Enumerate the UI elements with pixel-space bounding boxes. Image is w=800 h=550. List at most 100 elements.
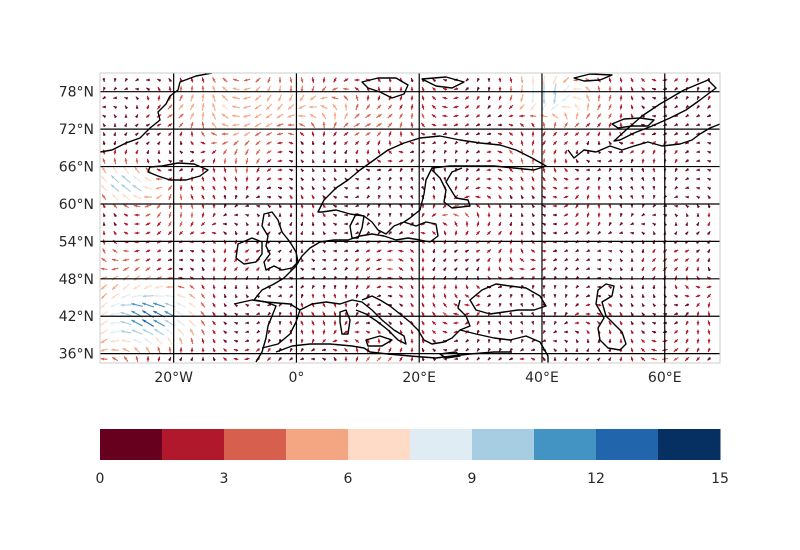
wind-arrow (333, 329, 337, 335)
wind-arrow (475, 249, 481, 253)
wind-arrow (564, 330, 568, 334)
wind-arrow (552, 204, 558, 208)
wind-arrow (608, 221, 612, 227)
wind-arrow (234, 321, 239, 325)
wind-arrow (277, 258, 282, 263)
wind-arrow (355, 149, 359, 155)
wind-arrow (153, 294, 165, 298)
wind-arrow (431, 230, 437, 236)
wind-arrow (398, 294, 404, 298)
wind-arrow (685, 195, 689, 199)
wind-arrow (563, 177, 569, 181)
wind-arrow (431, 113, 437, 119)
wind-arrow (574, 312, 580, 316)
wind-arrow (608, 185, 612, 191)
wind-arrow (145, 123, 151, 127)
wind-arrow (696, 141, 700, 145)
wind-arrow (619, 104, 623, 110)
wind-arrow (531, 330, 535, 334)
wind-arrow (509, 303, 513, 307)
wind-arrow (300, 329, 304, 335)
wind-arrow (300, 293, 304, 299)
wind-arrow (254, 104, 262, 110)
wind-arrow (153, 328, 165, 336)
latitude-tick-label: 72°N (59, 122, 94, 138)
wind-arrow (674, 122, 679, 127)
wind-arrow (179, 168, 183, 172)
wind-arrow (102, 222, 106, 226)
wind-arrow (311, 140, 315, 146)
wind-arrow (552, 131, 558, 137)
wind-arrow (265, 132, 273, 136)
wind-arrow (177, 285, 185, 289)
wind-arrow (421, 186, 425, 190)
wind-arrow (234, 330, 239, 334)
wind-arrow (541, 267, 547, 271)
wind-arrow (278, 285, 283, 289)
longitude-tick-label: 20°E (402, 370, 436, 386)
wind-arrow (190, 258, 194, 262)
wind-arrow (344, 302, 348, 308)
wind-arrow (432, 257, 436, 263)
longitude-tick-labels: 20°W 0° 20°E 40°E 60°E (154, 370, 681, 386)
wind-arrow (530, 267, 536, 271)
wind-arrow (464, 267, 469, 272)
wind-arrow (100, 357, 108, 361)
wind-arrow (245, 285, 249, 289)
wind-arrow (531, 213, 536, 218)
wind-arrow (234, 312, 239, 317)
wind-arrow (102, 105, 106, 109)
wind-arrow (563, 222, 569, 226)
wind-arrow (200, 221, 206, 227)
wind-arrow (487, 321, 491, 325)
wind-arrow (487, 257, 491, 263)
wind-arrow (552, 249, 558, 253)
wind-arrow (442, 96, 448, 100)
wind-arrow (387, 104, 393, 110)
wind-arrow (200, 131, 206, 137)
wind-arrow (399, 131, 403, 137)
wind-arrow (245, 185, 249, 191)
wind-arrow (695, 294, 701, 298)
wind-arrow (111, 283, 119, 291)
wind-arrow (133, 204, 141, 208)
wind-arrow (365, 258, 371, 262)
wind-arrow (156, 168, 162, 172)
wind-arrow (110, 184, 120, 192)
wind-arrow (322, 203, 326, 209)
wind-arrow (179, 258, 183, 262)
wind-arrow (123, 123, 128, 128)
wind-arrow (476, 149, 481, 154)
wind-arrow (178, 267, 184, 271)
wind-arrow (630, 113, 634, 119)
wind-arrow (674, 185, 679, 190)
wind-arrow (322, 221, 326, 227)
wind-arrow (608, 267, 613, 272)
wind-arrow (641, 87, 645, 91)
wind-arrow (388, 347, 392, 353)
wind-arrow (355, 311, 359, 317)
wind-arrow (289, 311, 293, 317)
wind-arrow (143, 337, 153, 345)
wind-arrow (146, 87, 150, 91)
wind-arrow (289, 285, 293, 289)
wind-arrow (707, 86, 711, 92)
wind-arrow (542, 140, 546, 146)
wind-arrow (520, 338, 524, 343)
wind-arrow (563, 140, 569, 146)
wind-arrow (707, 249, 711, 253)
crete-coast (439, 351, 461, 359)
wind-arrow (498, 77, 502, 83)
wind-arrow (189, 103, 195, 111)
wind-arrow (685, 213, 689, 218)
wind-arrow (530, 258, 536, 262)
wind-arrow (487, 221, 491, 227)
wind-arrow (100, 329, 108, 335)
wind-arrow (421, 257, 425, 263)
wind-arrow (586, 212, 590, 218)
wind-arrow (344, 222, 348, 226)
wind-arrow (498, 104, 502, 110)
wind-arrow (421, 113, 425, 119)
wind-arrow (421, 320, 425, 326)
wind-arrow (221, 113, 229, 119)
